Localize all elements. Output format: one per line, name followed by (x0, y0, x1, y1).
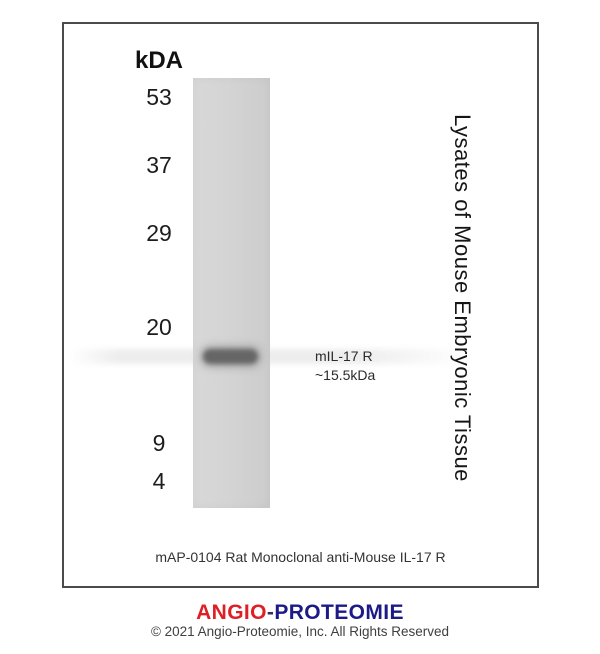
brand-logo: ANGIO-PROTEOMIE (0, 601, 600, 625)
brand-logo-proteomie: PROTEOMIE (274, 601, 404, 624)
band-annotation-protein: mIL-17 R (315, 348, 373, 364)
copyright-notice: © 2021 Angio-Proteomie, Inc. All Rights … (150, 624, 450, 639)
band-annotation-weight: ~15.5kDa (315, 367, 376, 383)
background-streak (70, 349, 470, 364)
mw-marker-53: 53 (146, 84, 172, 110)
gel-lane (193, 78, 270, 508)
antibody-caption: mAP-0104 Rat Monoclonal anti-Mouse IL-17… (155, 549, 446, 565)
mw-marker-29: 29 (146, 220, 172, 246)
protein-band (203, 349, 258, 364)
brand-logo-angio: ANGIO (196, 601, 267, 624)
mw-marker-9: 9 (152, 430, 166, 456)
mw-marker-4: 4 (152, 468, 166, 494)
mw-marker-20: 20 (146, 314, 172, 340)
sample-label-vertical: Lysates of Mouse Embryonic Tissue (450, 114, 475, 482)
blot-panel (62, 22, 539, 588)
brand-logo-separator: - (266, 601, 275, 624)
kda-unit-label: kDA (134, 47, 183, 74)
mw-marker-37: 37 (146, 152, 172, 178)
band-annotation: mIL-17 R ~15.5kDa (315, 347, 375, 385)
